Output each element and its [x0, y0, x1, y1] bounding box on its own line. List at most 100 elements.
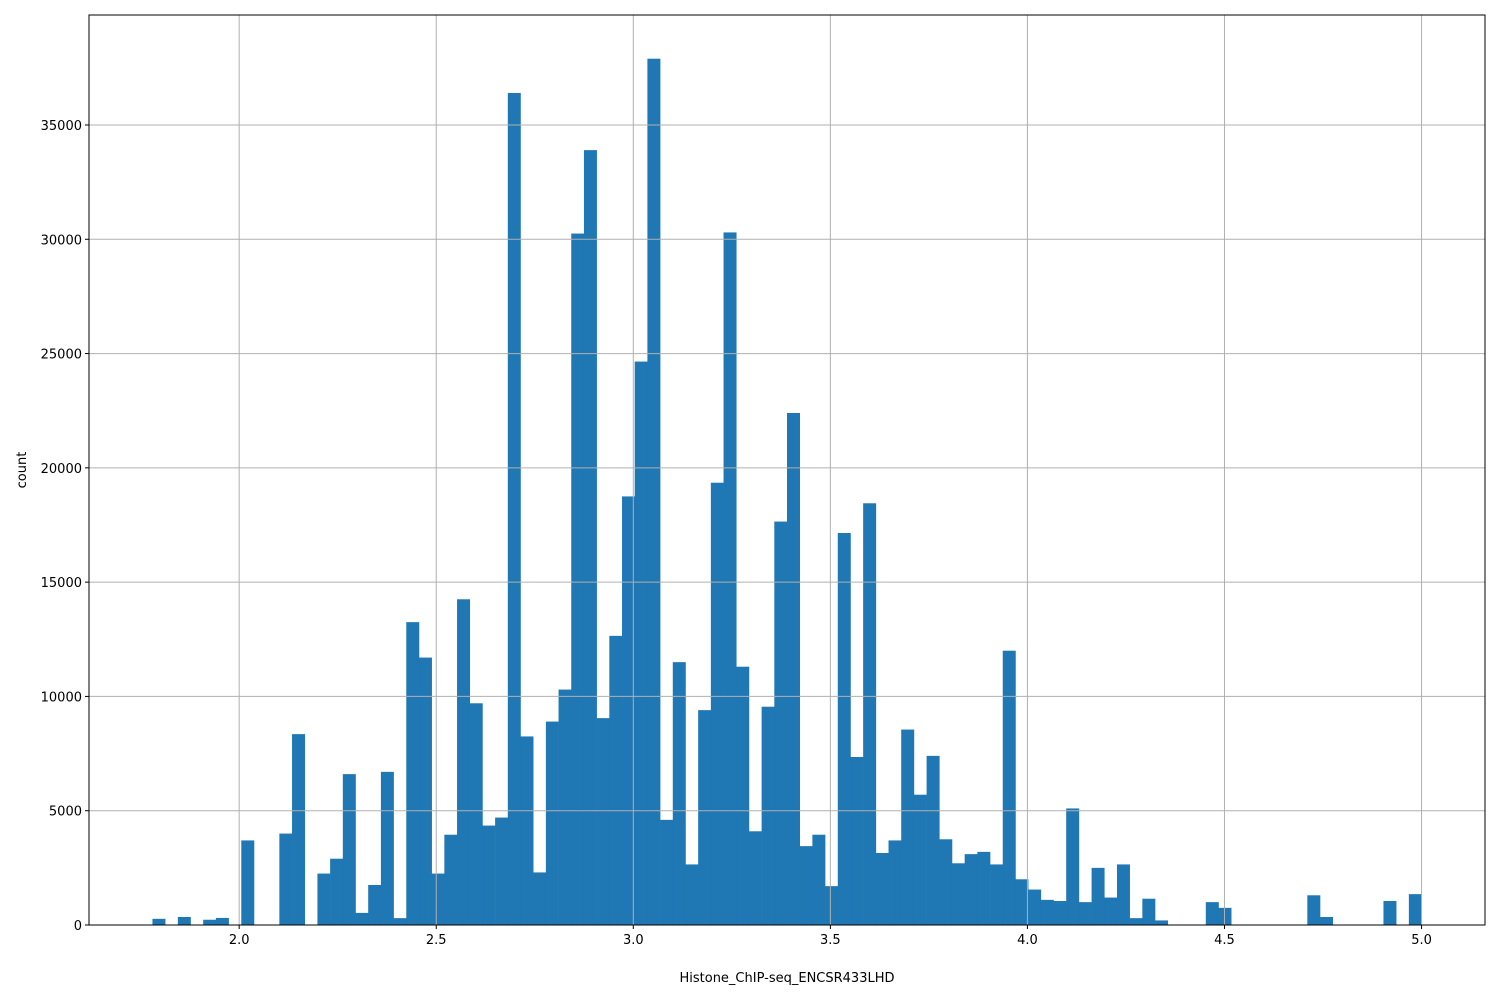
- histogram-bar: [152, 918, 166, 925]
- histogram-bar: [1015, 879, 1029, 925]
- x-tick-label: 2.5: [426, 933, 447, 948]
- histogram-bar: [710, 482, 724, 925]
- histogram-bar: [913, 794, 927, 925]
- histogram-bar: [1218, 907, 1232, 925]
- histogram-bar: [888, 840, 902, 925]
- histogram-bar: [1040, 899, 1054, 925]
- histogram-bar: [545, 721, 559, 925]
- histogram-bar: [837, 532, 851, 925]
- histogram-bar: [990, 864, 1004, 925]
- histogram-bar: [660, 819, 674, 925]
- histogram-bar: [1142, 898, 1156, 925]
- histogram-bar: [1320, 916, 1334, 925]
- histogram-bar: [330, 858, 344, 925]
- histogram-bar: [1028, 889, 1042, 925]
- histogram-bar: [533, 872, 547, 925]
- histogram-bar: [1066, 808, 1080, 925]
- histogram-bar: [812, 834, 826, 925]
- x-tick-label: 2.0: [229, 933, 250, 948]
- histogram-bar: [520, 736, 534, 925]
- histogram-bar: [1383, 900, 1397, 925]
- histogram-bar: [1155, 920, 1169, 925]
- histogram-bar: [558, 689, 572, 925]
- histogram-bar: [901, 729, 915, 925]
- histogram-bar: [317, 873, 331, 925]
- histogram-bar: [964, 854, 978, 925]
- histogram-bar: [774, 521, 788, 925]
- histogram-bar: [951, 863, 965, 925]
- histogram-bar: [977, 851, 991, 925]
- x-tick-label: 3.5: [820, 933, 841, 948]
- histogram-bar: [926, 755, 940, 925]
- bars: [152, 58, 1422, 926]
- y-tick-label: 25000: [41, 348, 82, 363]
- y-tick-label: 5000: [49, 805, 82, 820]
- histogram-bar: [406, 622, 420, 925]
- histogram-bar: [736, 666, 750, 925]
- histogram-bar: [1104, 897, 1118, 925]
- histogram-bar: [1053, 900, 1067, 925]
- histogram-bar: [761, 706, 775, 925]
- x-axis-label: Histone_ChIP-seq_ENCSR433LHD: [679, 971, 894, 986]
- y-tick-label: 30000: [41, 233, 82, 248]
- x-tick-label: 5.0: [1411, 933, 1432, 948]
- histogram-bar: [939, 839, 953, 925]
- histogram-bar: [1116, 864, 1130, 925]
- y-axis-label: count: [15, 452, 30, 489]
- histogram-bar: [571, 233, 585, 925]
- histogram-bar: [672, 662, 686, 925]
- histogram-bar: [1078, 902, 1092, 925]
- histogram-bar: [685, 864, 699, 925]
- histogram-bar: [1307, 895, 1321, 925]
- histogram-bar: [292, 734, 306, 925]
- histogram-bar: [787, 412, 800, 926]
- histogram-bar: [393, 918, 407, 925]
- histogram-bar: [1002, 650, 1016, 925]
- y-tick-label: 10000: [41, 690, 82, 705]
- histogram-bar: [469, 703, 483, 925]
- histogram-bar: [748, 831, 762, 925]
- histogram-bar: [431, 873, 445, 925]
- y-tick-label: 20000: [41, 462, 82, 477]
- histogram-bar: [279, 833, 293, 925]
- histogram-bar: [1129, 918, 1143, 925]
- histogram-bar: [1091, 867, 1105, 925]
- histogram-bar: [177, 916, 191, 925]
- histogram-bar: [583, 150, 597, 926]
- histogram-bar: [368, 884, 382, 925]
- histogram-bar: [203, 919, 217, 925]
- histogram-bar: [799, 846, 813, 925]
- histogram-bar: [647, 58, 661, 925]
- x-tick-label: 4.0: [1017, 933, 1038, 948]
- histogram-bar: [825, 886, 839, 925]
- histogram-bar: [495, 817, 509, 925]
- histogram-bar: [342, 774, 356, 925]
- histogram-bar: [457, 599, 471, 925]
- histogram-bar: [863, 503, 877, 925]
- histogram-bar: [380, 771, 394, 925]
- x-axis: 2.0 2.5 3.0 3.5 4.0 4.5 5.0: [229, 925, 1432, 948]
- histogram-bar: [215, 917, 229, 925]
- y-tick-label: 35000: [41, 119, 82, 134]
- y-tick-label: 0: [74, 919, 82, 934]
- y-tick-label: 15000: [41, 576, 82, 591]
- histogram-bar: [850, 756, 864, 925]
- histogram-bar: [482, 825, 496, 925]
- histogram-bar: [634, 361, 648, 926]
- histogram-bar: [596, 718, 610, 925]
- histogram-bar: [444, 834, 458, 925]
- histogram-bar: [1408, 894, 1422, 925]
- axes-frame: [88, 14, 1486, 926]
- histogram-bar: [507, 92, 521, 925]
- y-axis: 0 5000 10000 15000 20000 25000 30000 35000: [41, 119, 89, 934]
- histogram-bar: [609, 635, 623, 925]
- x-tick-label: 3.0: [623, 933, 644, 948]
- histogram-bar: [875, 852, 889, 925]
- histogram-bar: [698, 710, 712, 925]
- histogram-bar: [622, 496, 636, 925]
- x-tick-label: 4.5: [1214, 933, 1235, 948]
- histogram-bar: [241, 840, 255, 925]
- histogram-bar: [418, 657, 432, 925]
- histogram-bar: [723, 232, 737, 926]
